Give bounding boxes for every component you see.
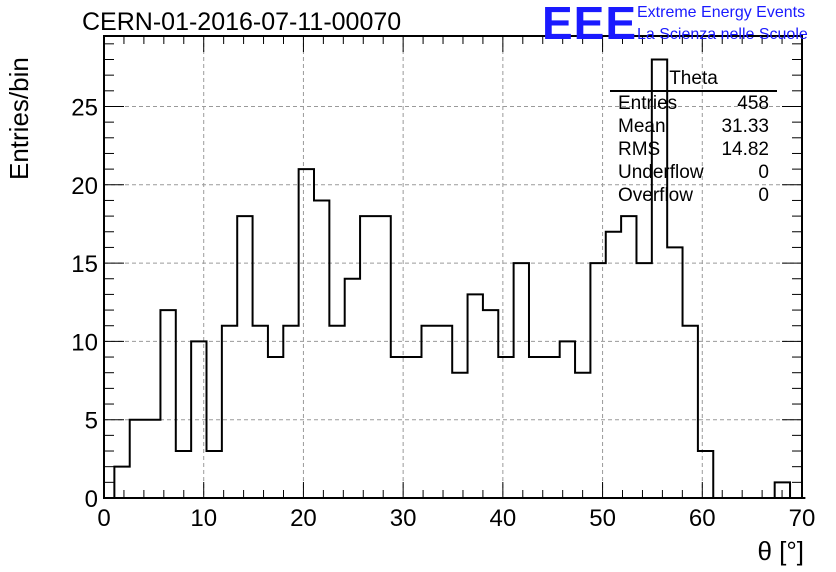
histogram-bin xyxy=(130,420,145,498)
histogram-bin xyxy=(698,451,713,498)
histogram-bin xyxy=(207,451,222,498)
x-tick-label: 50 xyxy=(589,505,616,532)
y-axis-label: Entries/bin xyxy=(4,57,34,180)
y-tick-label: 10 xyxy=(71,329,98,356)
histogram-bin xyxy=(160,310,175,498)
histogram-bin xyxy=(421,326,436,498)
stats-value: 0 xyxy=(758,162,769,183)
stats-box-title: Theta xyxy=(610,68,777,92)
stats-label: RMS xyxy=(618,139,661,160)
y-tick-label: 0 xyxy=(85,486,98,513)
plot-frame xyxy=(103,35,803,499)
x-tick-label: 70 xyxy=(789,505,816,532)
histogram-bin xyxy=(283,326,298,498)
stats-row-underflow: Underflow 0 xyxy=(610,161,777,184)
axis-tick-labels: 0 10 20 30 40 50 60 70 0 5 10 15 20 25 xyxy=(71,94,815,532)
histogram-bin xyxy=(468,294,483,498)
run-title: CERN-01-2016-07-11-00070 xyxy=(82,8,402,36)
stats-row-overflow: Overflow 0 xyxy=(610,184,777,207)
histogram-bin xyxy=(114,467,129,498)
y-tick-label: 5 xyxy=(85,408,98,435)
x-tick-label: 60 xyxy=(689,505,716,532)
stats-value: 458 xyxy=(737,93,769,114)
histogram-bin xyxy=(253,326,268,498)
histogram-outline xyxy=(113,58,806,499)
stats-label: Underflow xyxy=(618,162,704,183)
histogram-bin xyxy=(529,357,544,498)
histogram-bin xyxy=(452,373,467,498)
x-tick-label: 20 xyxy=(290,505,317,532)
logo-caption-line1: Extreme Energy Events xyxy=(637,4,806,21)
histogram-bin xyxy=(329,326,344,498)
histogram-bin xyxy=(222,326,237,498)
histogram-bin xyxy=(590,263,605,498)
histogram-bin xyxy=(237,216,252,498)
y-tick-label: 20 xyxy=(71,173,98,200)
x-axis-label: θ [°] xyxy=(757,536,804,566)
axis-ticks xyxy=(103,36,803,499)
x-tick-label: 30 xyxy=(390,505,417,532)
histogram-bin xyxy=(375,216,390,498)
x-tick-label: 0 xyxy=(97,505,110,532)
histogram-bin xyxy=(345,279,360,498)
stats-row-entries: Entries 458 xyxy=(610,92,777,115)
stats-row-mean: Mean 31.33 xyxy=(610,115,777,138)
histogram-bin xyxy=(575,373,590,498)
y-tick-label: 25 xyxy=(71,94,98,121)
histogram-bin xyxy=(483,310,498,498)
histogram-bin xyxy=(299,169,314,498)
grid-lines xyxy=(104,36,802,498)
histogram-series xyxy=(113,58,806,499)
histogram-bin xyxy=(498,357,513,498)
histogram-bin xyxy=(314,200,329,498)
histogram-bin xyxy=(667,247,682,498)
histogram-bin xyxy=(437,326,452,498)
histogram-bin xyxy=(621,216,636,498)
histogram-bin xyxy=(544,357,559,498)
x-tick-label: 40 xyxy=(490,505,517,532)
eee-logo: EEE xyxy=(542,0,638,49)
histogram-bin xyxy=(514,263,529,498)
histogram-bin xyxy=(683,326,698,498)
stats-label: Overflow xyxy=(618,185,693,206)
histogram-bin xyxy=(360,216,375,498)
stats-label: Mean xyxy=(618,116,666,137)
stats-value: 31.33 xyxy=(721,116,769,137)
stats-value: 0 xyxy=(758,185,769,206)
logo-caption-line2: La Scienza nelle Scuole xyxy=(637,26,808,43)
histogram-bin xyxy=(606,232,621,498)
x-tick-label: 10 xyxy=(190,505,217,532)
stats-label: Entries xyxy=(618,93,678,114)
histogram-bin xyxy=(391,357,406,498)
y-tick-label: 15 xyxy=(71,251,98,278)
histogram-bin xyxy=(268,357,283,498)
stats-value: 14.82 xyxy=(721,139,769,160)
histogram-bin xyxy=(636,263,651,498)
histogram-bin xyxy=(406,357,421,498)
stats-box: Theta Entries 458 Mean 31.33 RMS 14.82 U… xyxy=(610,68,777,207)
histogram-bin xyxy=(145,420,160,498)
stats-row-rms: RMS 14.82 xyxy=(610,138,777,161)
